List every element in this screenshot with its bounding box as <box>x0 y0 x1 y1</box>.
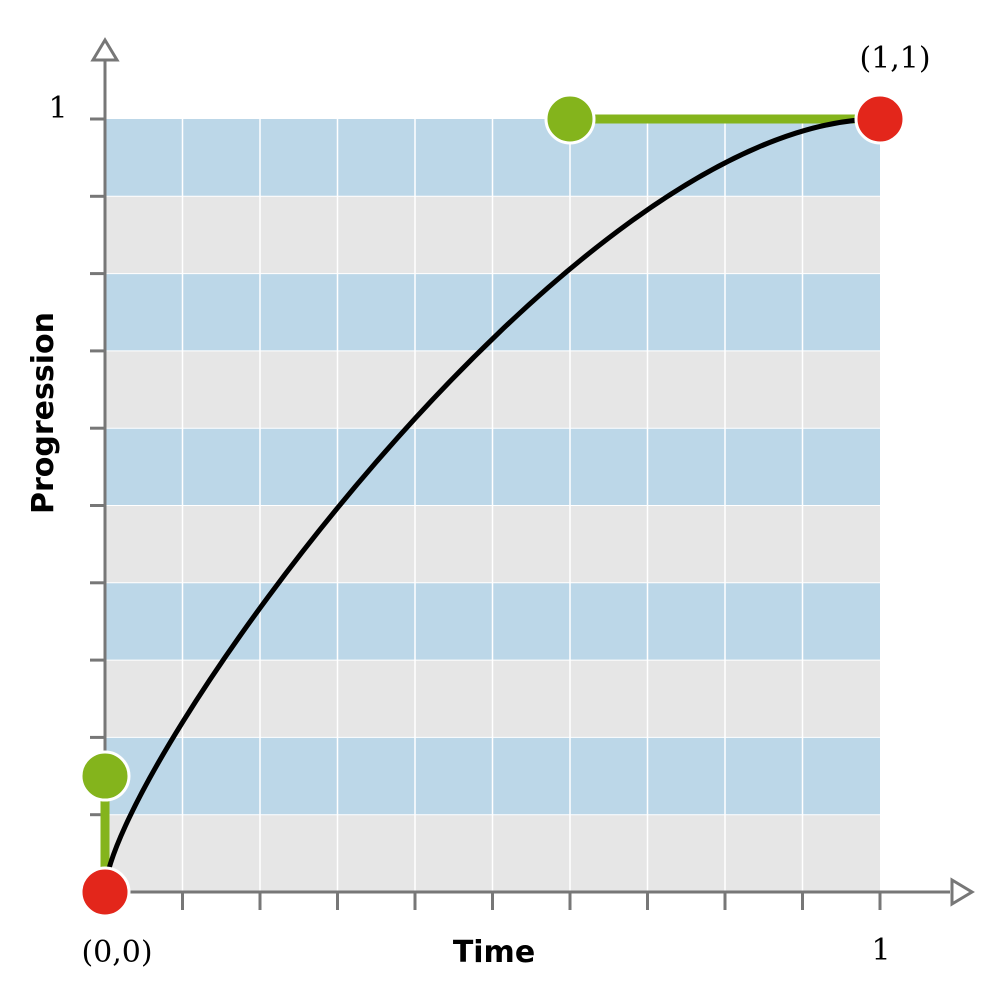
control-point-end <box>854 93 906 145</box>
x-axis-arrow-icon <box>950 877 975 907</box>
control-point-handle1 <box>79 750 131 802</box>
y-axis-end-label: 1 <box>48 91 67 126</box>
end-point-label: (1,1) <box>859 41 930 76</box>
control-point-handle2 <box>544 93 596 145</box>
axis-ticks <box>90 117 882 910</box>
gridlines <box>105 119 880 892</box>
x-axis-title: Time <box>453 935 535 970</box>
bezier-curve <box>102 116 881 893</box>
origin-label: (0,0) <box>81 935 152 970</box>
y-axis-arrow-icon <box>90 37 120 62</box>
control-points <box>79 93 906 918</box>
y-axis-title: Progression <box>26 312 61 514</box>
control-point-start <box>79 866 131 918</box>
x-axis-end-label: 1 <box>871 933 890 968</box>
